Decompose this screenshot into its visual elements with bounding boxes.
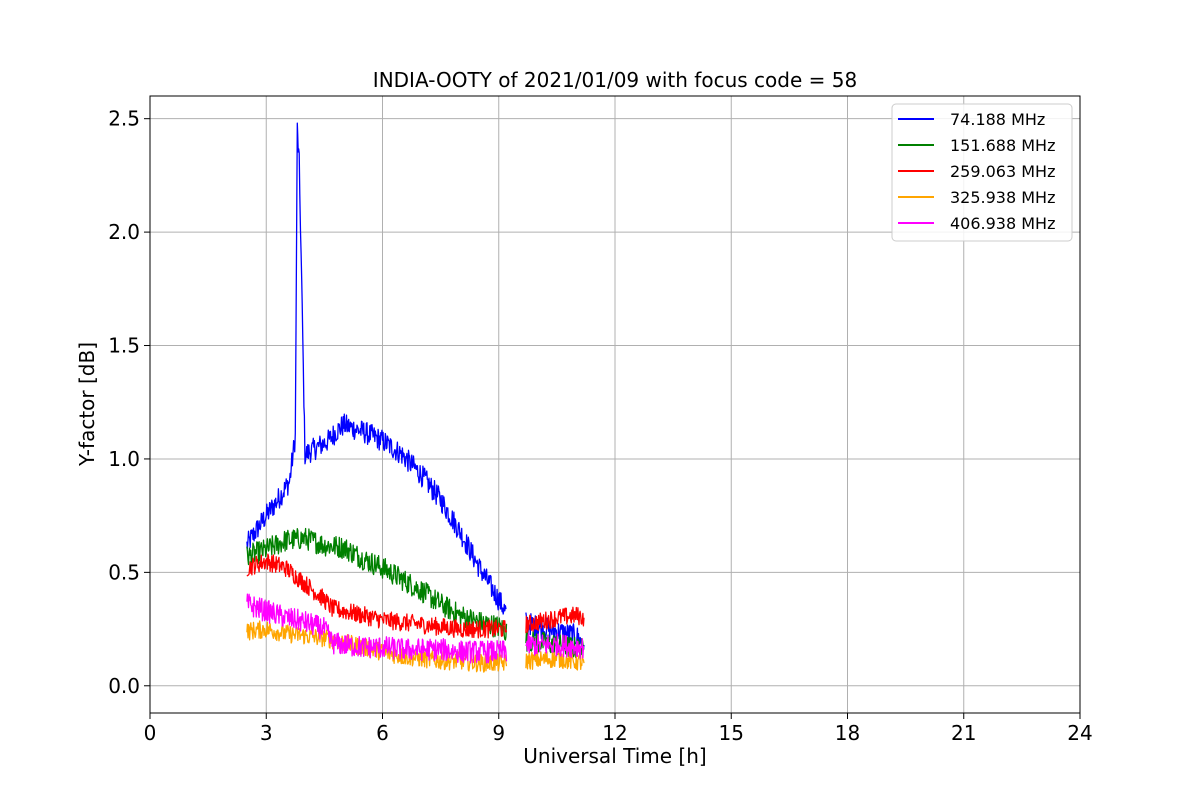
y-tick-label: 1.5 (108, 334, 140, 358)
x-axis: 0 3 6 9 12 15 18 21 24 (144, 713, 1093, 745)
series-line-2 (246, 553, 585, 639)
x-tick-label: 12 (602, 721, 627, 745)
y-tick-label: 0.0 (108, 674, 140, 698)
x-tick-label: 24 (1067, 721, 1092, 745)
x-tick-label: 6 (376, 721, 389, 745)
legend-label: 406.938 MHz (950, 214, 1055, 233)
legend-label: 325.938 MHz (950, 188, 1055, 207)
chart-title: INDIA-OOTY of 2021/01/09 with focus code… (373, 68, 857, 92)
legend-label: 74.188 MHz (950, 110, 1045, 129)
x-tick-label: 21 (951, 721, 976, 745)
y-tick-label: 2.5 (108, 107, 140, 131)
legend-label: 151.688 MHz (950, 136, 1055, 155)
legend-label: 259.063 MHz (950, 162, 1055, 181)
series-line-4 (246, 593, 585, 664)
legend: 74.188 MHz 151.688 MHz 259.063 MHz 325.938 … (891, 103, 1073, 242)
x-tick-label: 18 (835, 721, 860, 745)
y-tick-label: 0.5 (108, 560, 140, 584)
x-tick-label: 15 (719, 721, 744, 745)
x-tick-label: 3 (260, 721, 273, 745)
x-tick-label: 9 (492, 721, 505, 745)
plot-area (246, 122, 585, 673)
y-axis-label: Y-factor [dB] (75, 342, 99, 467)
y-tick-label: 2.0 (108, 220, 140, 244)
series-line-3 (246, 620, 585, 673)
legend-box (891, 103, 1073, 242)
y-tick-label: 1.0 (108, 447, 140, 471)
series-group (246, 122, 585, 673)
x-axis-label: Universal Time [h] (523, 744, 706, 768)
y-axis: 0.0 0.5 1.0 1.5 2.0 2.5 (108, 107, 150, 698)
x-tick-label: 0 (144, 721, 157, 745)
